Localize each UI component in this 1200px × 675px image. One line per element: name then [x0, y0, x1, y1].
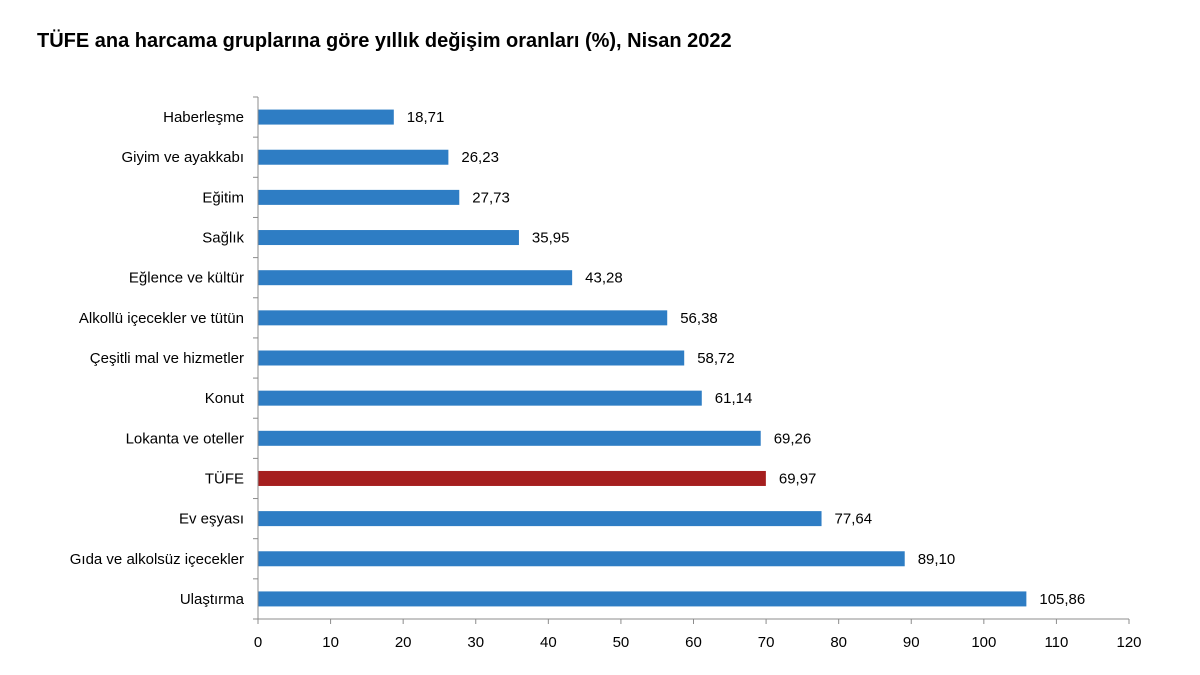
bar-egitim [258, 189, 460, 205]
value-label: 61,14 [715, 390, 753, 407]
x-tick-label: 110 [1044, 634, 1068, 651]
bar-ev-esyasi [258, 511, 822, 527]
value-label: 58,72 [697, 350, 735, 367]
category-label: Giyim ve ayakkabı [121, 149, 244, 166]
value-label: 35,95 [532, 230, 570, 247]
bar-cesitli-mal-ve-hizmetler [258, 350, 685, 366]
value-label: 26,23 [461, 149, 499, 166]
bars-layer [258, 109, 1027, 607]
category-label: Gıda ve alkolsüz içecekler [70, 551, 244, 568]
x-tick-label: 0 [254, 634, 262, 651]
axis-layer: Haberleşme 18,71 Giyim ve ayakkabı 26,23 Eği… [70, 96, 1142, 651]
x-tick-label: 10 [322, 634, 339, 651]
bar-giyim-ve-ayakkabi [258, 149, 449, 165]
bar-tufe [258, 470, 766, 486]
value-label: 69,26 [774, 430, 812, 447]
x-tick-label: 120 [1116, 634, 1141, 651]
bar-haberlesme [258, 109, 394, 125]
bar-konut [258, 390, 702, 406]
chart-title: TÜFE ana harcama gruplarına göre yıllık … [37, 30, 732, 52]
category-label: Haberleşme [163, 109, 244, 126]
category-label: Eğlence ve kültür [129, 270, 244, 287]
value-label: 43,28 [585, 270, 623, 287]
category-label: Konut [205, 390, 245, 407]
value-label: 77,64 [835, 511, 873, 528]
x-tick-label: 80 [830, 634, 847, 651]
bar-alkollu-icecekler-ve-tutun [258, 310, 668, 326]
category-label: Sağlık [202, 230, 244, 247]
value-label: 69,97 [779, 470, 817, 487]
x-tick-label: 100 [971, 634, 996, 651]
value-label: 27,73 [472, 189, 510, 206]
value-label: 18,71 [407, 109, 445, 126]
category-label: Eğitim [202, 189, 244, 206]
category-label: Ulaştırma [180, 591, 245, 608]
x-tick-label: 40 [540, 634, 557, 651]
category-label: TÜFE [205, 469, 244, 487]
category-label: Ev eşyası [179, 511, 244, 528]
x-tick-label: 50 [613, 634, 630, 651]
bar-ulastirma [258, 591, 1027, 607]
bar-gida-ve-alkolsuz-icecekler [258, 551, 905, 567]
x-tick-label: 20 [395, 634, 412, 651]
x-tick-label: 70 [758, 634, 775, 651]
category-label: Alkollü içecekler ve tütün [79, 310, 244, 327]
category-label: Lokanta ve oteller [126, 430, 244, 447]
category-label: Çeşitli mal ve hizmetler [90, 350, 244, 367]
value-label: 56,38 [680, 310, 718, 327]
bar-saglik [258, 230, 519, 246]
x-tick-label: 60 [685, 634, 702, 651]
bar-lokanta-ve-oteller [258, 430, 761, 446]
x-tick-label: 30 [467, 634, 484, 651]
value-label: 105,86 [1039, 591, 1085, 608]
value-label: 89,10 [918, 551, 956, 568]
x-tick-label: 90 [903, 634, 920, 651]
bar-eglence-ve-kultur [258, 270, 573, 286]
